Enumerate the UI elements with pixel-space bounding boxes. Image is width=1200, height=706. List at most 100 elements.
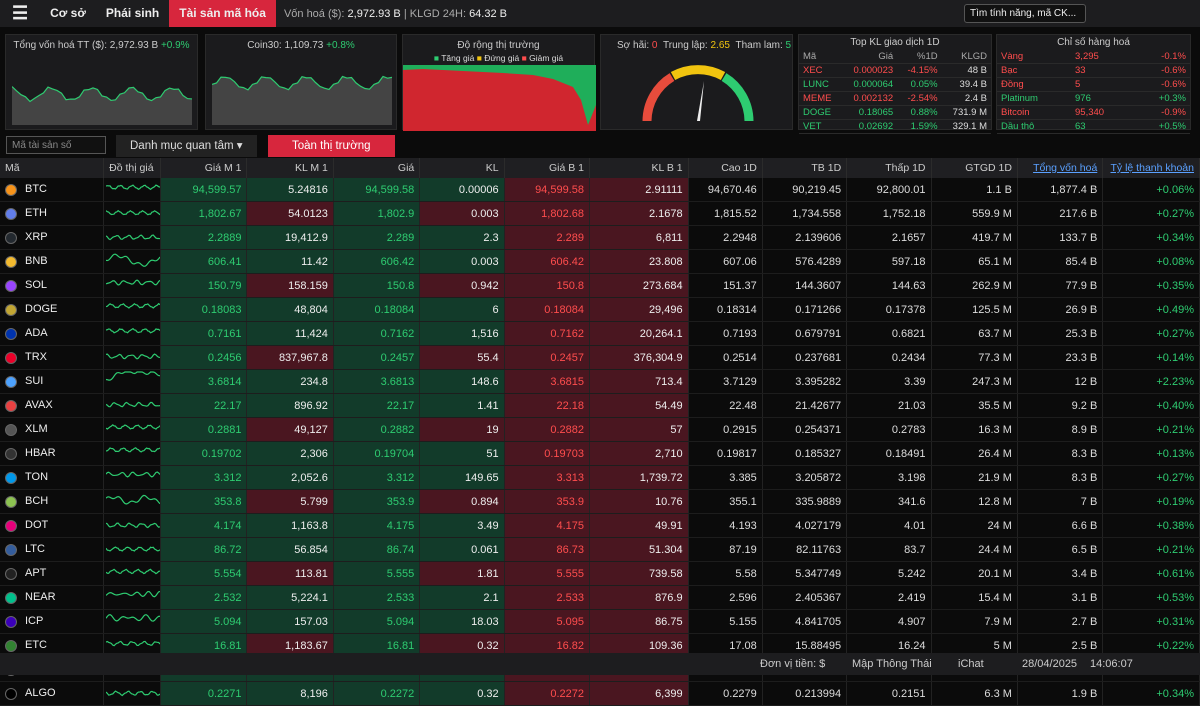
column-header[interactable]: Cao 1D xyxy=(688,158,762,178)
coin-icon xyxy=(5,496,17,508)
cell: 56.854 xyxy=(247,538,333,562)
cell: 8,196 xyxy=(247,682,333,706)
coin-icon xyxy=(5,616,17,628)
cell: 0.254371 xyxy=(762,418,846,442)
coin-icon xyxy=(5,520,17,532)
cell: 9.2 B xyxy=(1017,394,1102,418)
column-header[interactable]: Tổng vốn hoá xyxy=(1017,158,1102,178)
column-header[interactable]: Giá B 1 xyxy=(504,158,589,178)
value: 2,972.93 B xyxy=(110,40,158,51)
tab[interactable]: Toàn thị trường xyxy=(268,135,395,157)
cell: 94,599.58 xyxy=(504,178,589,202)
cell: 157.03 xyxy=(247,610,333,634)
cell: 20.1 M xyxy=(931,562,1017,586)
cell: 49,127 xyxy=(247,418,333,442)
cell: 0.18084 xyxy=(504,298,589,322)
cell: 1,739.72 xyxy=(590,466,689,490)
symbol-cell: SOL xyxy=(0,274,104,298)
cell: -4.15% xyxy=(897,64,941,78)
column-header[interactable]: TB 1D xyxy=(762,158,846,178)
menu-button[interactable]: ☰ xyxy=(0,0,40,27)
vol-label: KLGD 24H: xyxy=(410,8,466,20)
asset-row[interactable]: ALGO0.22718,1960.22720.320.22726,3990.22… xyxy=(0,682,1200,706)
symbol-cell: XRP xyxy=(0,226,104,250)
cell: 0.2151 xyxy=(847,682,931,706)
cell: XEC xyxy=(799,64,842,78)
cell: +0.21% xyxy=(1103,418,1200,442)
nav-item[interactable]: Cơ sở xyxy=(40,0,96,27)
cell: -0.6% xyxy=(1132,64,1190,78)
change: +0.8% xyxy=(326,40,355,51)
coin-icon xyxy=(5,280,17,292)
column-header[interactable]: KL M 1 xyxy=(247,158,333,178)
symbol: XLM xyxy=(25,423,48,435)
column-header[interactable]: GTGD 1D xyxy=(931,158,1017,178)
column-header[interactable]: Thấp 1D xyxy=(847,158,931,178)
cell: 1,877.4 B xyxy=(1017,178,1102,202)
chat[interactable]: iChat xyxy=(958,658,984,670)
cell: 739.58 xyxy=(590,562,689,586)
cell: 341.6 xyxy=(847,490,931,514)
search-box[interactable]: Tìm tính năng, mã CK... xyxy=(964,4,1086,23)
coin-icon xyxy=(5,208,17,220)
cell: 2.289 xyxy=(333,226,419,250)
cell: 86.75 xyxy=(590,610,689,634)
cell: 5.094 xyxy=(161,610,247,634)
assistant[interactable]: Mập Thông Thái xyxy=(852,658,932,670)
cell: +0.13% xyxy=(1103,442,1200,466)
cell: 0.7193 xyxy=(688,322,762,346)
column-header[interactable]: Giá M 1 xyxy=(161,158,247,178)
cell: 51.304 xyxy=(590,538,689,562)
cell: 144.63 xyxy=(847,274,931,298)
legend: Giảm giá xyxy=(529,53,563,63)
tab[interactable]: Danh mục quan tâm ▾ xyxy=(116,135,257,157)
coin-icon xyxy=(5,592,17,604)
column-header[interactable]: Đồ thị giá xyxy=(104,158,161,178)
nav-item[interactable]: Phái sinh xyxy=(96,0,169,27)
column-header[interactable]: Tỷ lệ thanh khoản xyxy=(1103,158,1200,178)
nav-item[interactable]: Tài sản mã hóa xyxy=(169,0,276,27)
cell: 1,752.18 xyxy=(847,202,931,226)
cell: 5.347749 xyxy=(762,562,846,586)
asset-search[interactable]: Mã tài sản số xyxy=(6,136,106,154)
cell: 0.185327 xyxy=(762,442,846,466)
cell: 85.4 B xyxy=(1017,250,1102,274)
cell: 5.094 xyxy=(333,610,419,634)
sparkline-cell xyxy=(104,442,161,466)
cell: 355.1 xyxy=(688,490,762,514)
sparkline-cell xyxy=(104,250,161,274)
cell: 3.7129 xyxy=(688,370,762,394)
cell: 4.175 xyxy=(504,514,589,538)
cell: 217.6 B xyxy=(1017,202,1102,226)
cell: 82.11763 xyxy=(762,538,846,562)
column-header[interactable]: Mã xyxy=(0,158,104,178)
column-header[interactable]: Giá xyxy=(333,158,419,178)
column-header[interactable]: KL B 1 xyxy=(590,158,689,178)
column-header[interactable]: KL xyxy=(420,158,504,178)
sparkline-cell xyxy=(104,226,161,250)
cell: 63 xyxy=(1071,120,1132,134)
cell: 1,163.8 xyxy=(247,514,333,538)
